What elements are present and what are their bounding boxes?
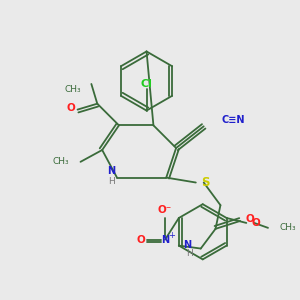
Text: N: N (107, 166, 115, 176)
Text: Cl: Cl (141, 79, 152, 89)
Text: O: O (66, 103, 75, 112)
Text: N: N (183, 240, 191, 250)
Text: H: H (186, 249, 193, 258)
Text: O: O (251, 218, 260, 228)
Text: N: N (161, 235, 169, 245)
Text: H: H (108, 177, 115, 186)
Text: O⁻: O⁻ (158, 205, 172, 215)
Text: CH₃: CH₃ (52, 157, 69, 166)
Text: C≡N: C≡N (221, 116, 245, 125)
Text: O: O (246, 214, 254, 224)
Text: CH₃: CH₃ (65, 85, 82, 94)
Text: O: O (136, 235, 145, 245)
Text: +: + (169, 231, 176, 240)
Text: S: S (201, 176, 209, 189)
Text: CH₃: CH₃ (280, 224, 296, 232)
